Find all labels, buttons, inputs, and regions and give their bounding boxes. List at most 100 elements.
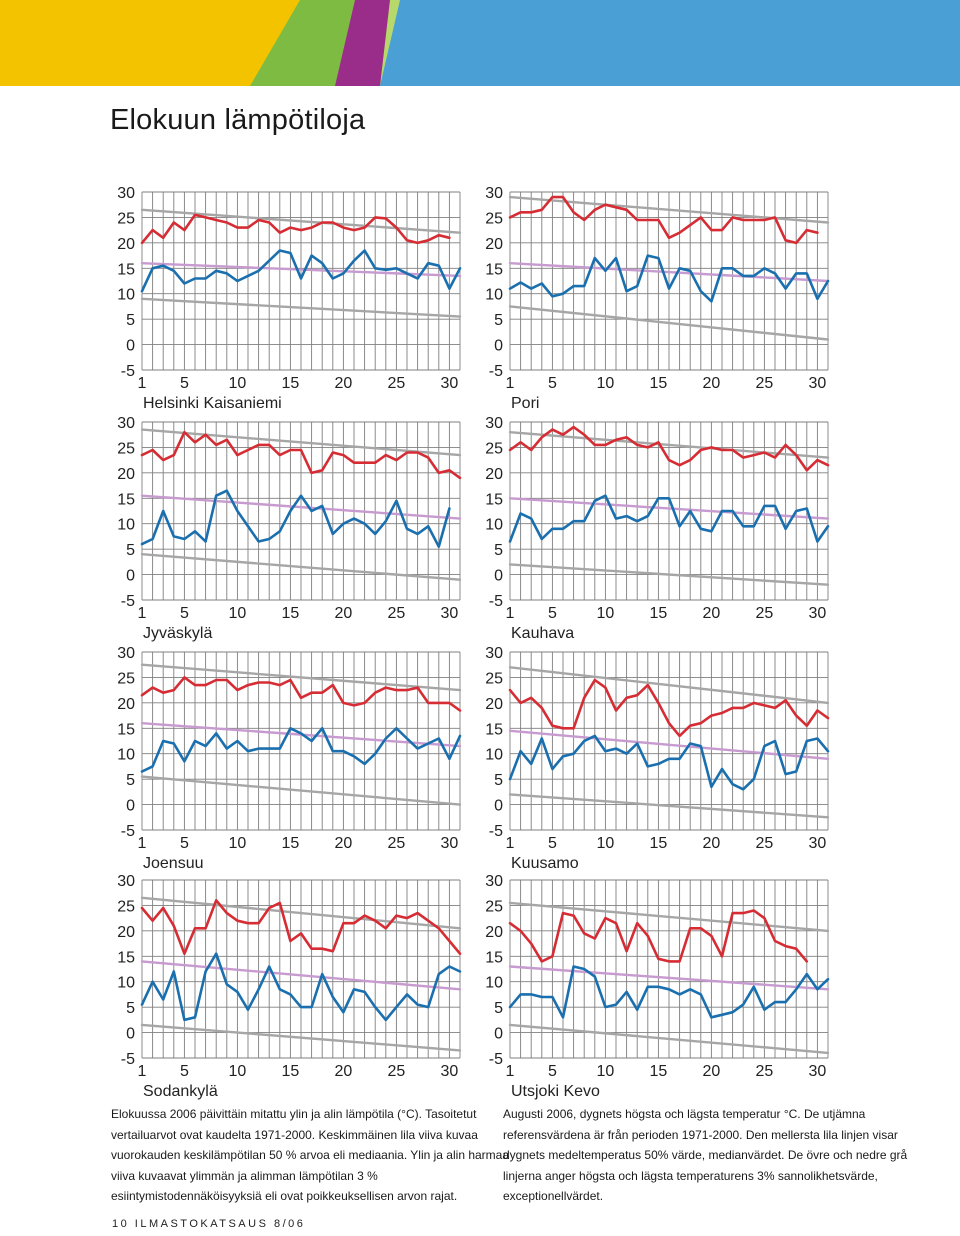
x-tick-label: 25 <box>388 835 406 852</box>
min-temp-line <box>140 952 462 1022</box>
y-tick-label: 10 <box>485 287 503 304</box>
station-label-jyvaskyla: Jyväskylä <box>143 625 212 642</box>
y-tick-label: 0 <box>126 1026 135 1043</box>
y-tick-label: 15 <box>117 261 135 278</box>
x-tick-label: 20 <box>703 375 721 392</box>
y-tick-label: 15 <box>485 721 503 738</box>
median-line <box>508 261 830 283</box>
station-label-sodankyla: Sodankylä <box>143 1083 218 1100</box>
x-tick-label: 30 <box>441 835 459 852</box>
x-tick-label: 1 <box>138 1063 147 1080</box>
x-tick-label: 5 <box>548 375 557 392</box>
y-tick-label: -5 <box>121 363 135 380</box>
station-label-kuusamo: Kuusamo <box>511 855 579 872</box>
x-tick-label: 20 <box>335 1063 353 1080</box>
x-tick-label: 10 <box>229 605 247 622</box>
lower-extreme-line <box>508 563 830 586</box>
y-tick-label: 10 <box>485 975 503 992</box>
x-tick-label: 1 <box>506 1063 515 1080</box>
y-tick-label: 20 <box>485 466 503 483</box>
y-tick-label: 25 <box>485 670 503 687</box>
y-tick-label: 15 <box>485 949 503 966</box>
x-tick-label: 15 <box>650 375 668 392</box>
x-tick-label: 1 <box>506 375 515 392</box>
y-tick-label: 30 <box>485 645 503 662</box>
y-tick-label: 30 <box>117 185 135 202</box>
lower-extreme-line <box>508 793 830 819</box>
banner-stripe-purple <box>335 0 390 86</box>
x-tick-label: 20 <box>335 375 353 392</box>
y-tick-label: 0 <box>126 568 135 585</box>
y-tick-label: 5 <box>126 772 135 789</box>
y-tick-label: 15 <box>117 491 135 508</box>
y-tick-label: 10 <box>117 287 135 304</box>
banner-stripe-blue <box>380 0 960 86</box>
x-tick-label: 5 <box>180 1063 189 1080</box>
x-tick-label: 25 <box>756 605 774 622</box>
y-tick-label: -5 <box>121 823 135 840</box>
page-footer: 10 ILMASTOKATSAUS 8/06 <box>112 1218 306 1230</box>
x-tick-label: 30 <box>441 375 459 392</box>
max-temp-line <box>140 430 462 480</box>
station-label-pori: Pori <box>511 395 539 412</box>
y-tick-label: 15 <box>485 491 503 508</box>
x-tick-label: 5 <box>548 1063 557 1080</box>
y-tick-label: 25 <box>117 440 135 457</box>
x-tick-label: 1 <box>506 605 515 622</box>
caption-swedish: Augusti 2006, dygnets högsta och lägsta … <box>503 1107 908 1203</box>
grid <box>509 191 829 371</box>
grid <box>141 879 461 1059</box>
max-temp-line <box>140 898 462 955</box>
x-tick-label: 15 <box>282 605 300 622</box>
min-temp-line <box>508 734 830 791</box>
max-temp-line <box>508 909 809 963</box>
y-tick-label: 20 <box>485 924 503 941</box>
y-tick-label: 15 <box>117 721 135 738</box>
y-tick-label: 5 <box>126 312 135 329</box>
lower-extreme-line <box>140 552 462 581</box>
x-tick-label: 30 <box>441 1063 459 1080</box>
upper-extreme-line <box>140 428 462 457</box>
station-label-utsjoki-kevo: Utsjoki Kevo <box>511 1083 600 1100</box>
x-tick-label: 5 <box>180 605 189 622</box>
lower-extreme-line <box>140 775 462 806</box>
grid <box>509 421 829 601</box>
y-tick-label: 30 <box>485 185 503 202</box>
x-tick-label: 15 <box>650 835 668 852</box>
y-tick-label: 25 <box>117 898 135 915</box>
min-temp-line <box>140 249 462 293</box>
y-tick-label: 30 <box>485 415 503 432</box>
banner-stripe-green <box>250 0 360 86</box>
y-tick-label: -5 <box>121 1051 135 1068</box>
max-temp-line <box>140 213 451 245</box>
min-temp-line <box>508 494 830 543</box>
y-tick-label: 20 <box>117 466 135 483</box>
y-tick-label: 10 <box>117 747 135 764</box>
x-tick-label: 30 <box>809 1063 827 1080</box>
y-tick-label: 10 <box>485 517 503 534</box>
upper-extreme-line <box>508 431 830 459</box>
median-line <box>140 494 462 520</box>
station-label-joensuu: Joensuu <box>143 855 204 872</box>
y-tick-label: 0 <box>494 1026 503 1043</box>
x-tick-label: 1 <box>138 375 147 392</box>
x-tick-label: 30 <box>809 835 827 852</box>
station-label-helsinki-kaisaniemi: Helsinki Kaisaniemi <box>143 395 282 412</box>
upper-extreme-line <box>140 896 462 930</box>
max-temp-line <box>140 676 462 712</box>
header-banner <box>0 0 960 86</box>
y-tick-label: 25 <box>485 440 503 457</box>
y-tick-label: 0 <box>494 798 503 815</box>
x-tick-label: 5 <box>180 375 189 392</box>
y-tick-label: 15 <box>117 949 135 966</box>
x-tick-label: 25 <box>388 1063 406 1080</box>
max-temp-line <box>508 425 830 472</box>
min-temp-line <box>508 965 830 1019</box>
x-tick-label: 10 <box>597 605 615 622</box>
x-tick-label: 15 <box>282 1063 300 1080</box>
x-tick-label: 20 <box>335 835 353 852</box>
